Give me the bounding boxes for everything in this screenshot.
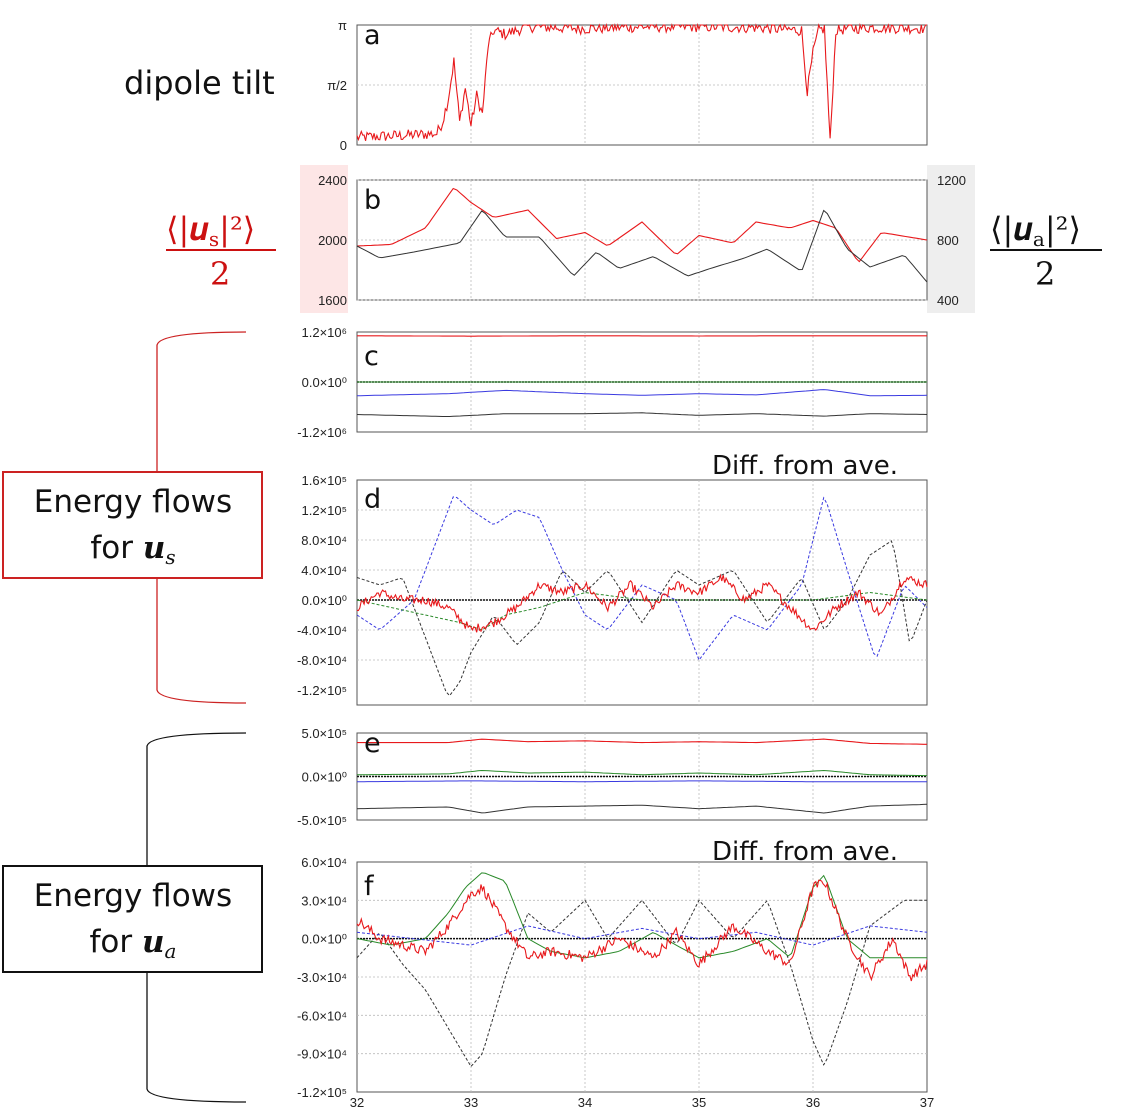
ua-denominator: 2 <box>1035 255 1055 293</box>
panel-c-ytick-label: 0.0×10⁰ <box>302 375 347 390</box>
panel-d-ytick-label: 1.2×10⁵ <box>301 503 347 518</box>
panel-c-ytick-label: -1.2×10⁶ <box>297 425 347 440</box>
panel-f-xtick-label: 37 <box>920 1095 934 1110</box>
box2-line1: Energy flows <box>34 878 232 914</box>
panel-f-ytick-label: 0.0×10⁰ <box>302 932 347 947</box>
panel-e-ytick-label: 0.0×10⁰ <box>302 770 347 785</box>
panel-f-series-green <box>356 872 927 959</box>
panel-c: 1.2×10⁶ 0.0×10⁰ -1.2×10⁶ <box>297 325 928 440</box>
panel-b: 1600 2000 2400 400 800 1200 <box>318 173 966 308</box>
box1-line2: for 𝒖s <box>90 530 175 569</box>
panel-a-ytick-label: π/2 <box>327 78 347 93</box>
panel-f-series-black <box>356 899 927 1068</box>
panel-d: 1.6×10⁵ 1.2×10⁵ 8.0×10⁴ 4.0×10⁴ 0.0×10⁰ -4.0×… <box>297 473 928 706</box>
panel-d-ytick-label: 4.0×10⁴ <box>301 563 347 578</box>
left-axis-shade <box>300 165 348 313</box>
panel-f-series-red <box>356 879 928 982</box>
panel-b-y2tick-label: 1200 <box>937 173 966 188</box>
panel-b-y2tick-label: 800 <box>937 233 959 248</box>
panel-d-ytick-label: 8.0×10⁴ <box>301 533 347 548</box>
panel-d-series-black <box>356 540 928 697</box>
panel-d-series-red <box>356 573 928 633</box>
us-denominator: 2 <box>210 255 230 293</box>
panel-d-ytick-label: -8.0×10⁴ <box>297 653 347 668</box>
panel-e-series-black <box>356 803 928 814</box>
panel-letter-c: c <box>364 341 379 372</box>
panel-e-series-green <box>356 769 927 777</box>
panel-b-series-black <box>356 209 928 283</box>
panel-f-ytick-label: -3.0×10⁴ <box>297 970 347 985</box>
diff-from-ave-d: Diff. from ave. <box>712 451 898 481</box>
panel-letter-b: b <box>364 185 381 216</box>
panel-f-xtick-label: 32 <box>350 1095 364 1110</box>
panel-f-xtick-label: 33 <box>464 1095 478 1110</box>
panel-d-series-blue <box>356 496 928 662</box>
diff-from-ave-f: Diff. from ave. <box>712 837 898 867</box>
panel-c-ytick-label: 1.2×10⁶ <box>302 325 347 340</box>
panel-b-y2tick-label: 400 <box>937 293 959 308</box>
panel-f-ytick-label: 6.0×10⁴ <box>301 855 347 870</box>
dipole-tilt-label: dipole tilt <box>124 64 275 102</box>
panel-letter-d: d <box>364 484 381 515</box>
ua-energy-fraction: ⟨|𝒖a|²⟩ 2 <box>990 210 1102 293</box>
ua-numerator: ⟨|𝒖a|²⟩ <box>990 210 1081 251</box>
panel-f-series-blue <box>356 925 928 946</box>
panel-a-series-red <box>356 22 927 142</box>
panel-d-series-green <box>356 591 928 631</box>
panel-b-ytick-label: 1600 <box>318 293 347 308</box>
panel-e-series-blue <box>357 780 927 783</box>
panel-b-series-red <box>356 187 928 263</box>
panel-f-ytick-label: -9.0×10⁴ <box>297 1047 347 1062</box>
panels-group: 0 π/2 π 1600 2000 2400 400 800 1200 1.2×10⁶ 0.0×10… <box>297 18 966 1110</box>
panel-e-ytick-label: 5.0×10⁵ <box>301 726 347 741</box>
panel-a: 0 π/2 π <box>327 18 928 153</box>
panel-d-ytick-label: 1.6×10⁵ <box>301 473 347 488</box>
panel-letter-e: e <box>364 728 381 759</box>
panel-a-ytick-label: π <box>338 18 347 33</box>
panel-a-ytick-label: 0 <box>340 138 347 153</box>
us-numerator: ⟨|𝒖s|²⟩ <box>166 210 255 251</box>
panel-f-ytick-label: -6.0×10⁴ <box>297 1008 347 1023</box>
panel-f-xtick-label: 36 <box>806 1095 820 1110</box>
panel-f-ytick-label: -1.2×10⁵ <box>297 1085 347 1100</box>
box1-line1: Energy flows <box>34 484 232 520</box>
box2-line2: for 𝒖a <box>90 924 177 963</box>
energy-flows-us-box <box>2 471 263 579</box>
energy-flows-ua-box <box>2 865 263 973</box>
us-energy-fraction: ⟨|𝒖s|²⟩ 2 <box>166 210 276 293</box>
panel-c-series-blue <box>356 389 928 397</box>
panel-f-xtick-label: 34 <box>578 1095 592 1110</box>
panel-d-ytick-label: -1.2×10⁵ <box>297 683 347 698</box>
panel-letter-f: f <box>364 871 375 902</box>
panel-f-xtick-label: 35 <box>692 1095 706 1110</box>
panel-e-series-red <box>357 738 927 745</box>
panel-letter-a: a <box>364 20 381 51</box>
right-axis-shade <box>927 165 975 313</box>
panel-d-frame <box>356 479 928 706</box>
panel-d-ytick-label: -4.0×10⁴ <box>297 623 347 638</box>
panel-e-ytick-label: -5.0×10⁵ <box>297 813 347 828</box>
panel-b-ytick-label: 2400 <box>318 173 347 188</box>
panel-c-series-black <box>356 412 928 417</box>
panel-f-ytick-label: 3.0×10⁴ <box>301 893 347 908</box>
panel-b-ytick-label: 2000 <box>318 233 347 248</box>
panel-e: 5.0×10⁵ 0.0×10⁰ -5.0×10⁵ <box>297 726 928 828</box>
panel-d-ytick-label: 0.0×10⁰ <box>302 593 347 608</box>
panel-f: 6.0×10⁴ 3.0×10⁴ 0.0×10⁰ -3.0×10⁴ -6.0×10⁴ -9.… <box>297 855 934 1110</box>
